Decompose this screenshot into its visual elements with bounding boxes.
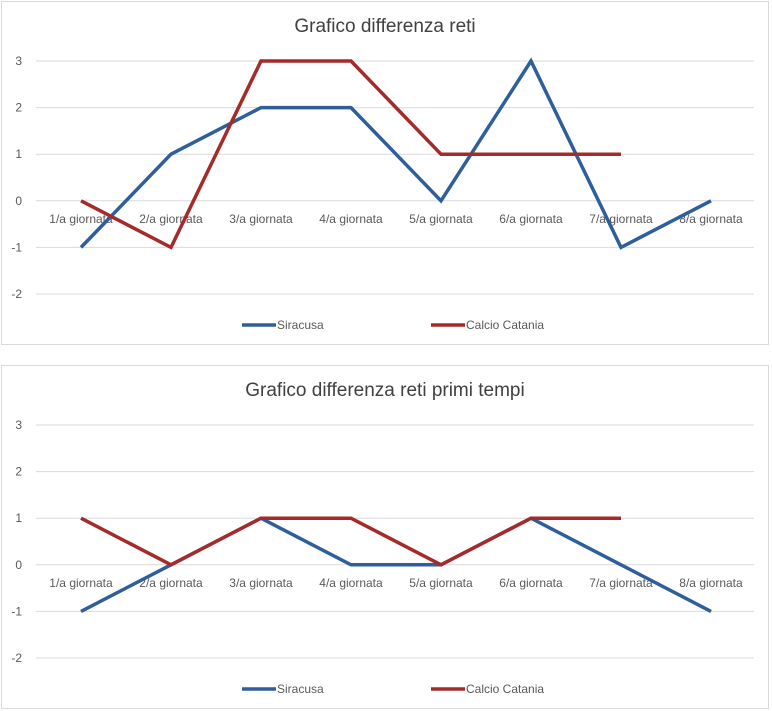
legend-label: Calcio Catania (466, 318, 544, 332)
x-tick-label: 5/a giornata (409, 576, 473, 590)
y-tick-label: -1 (11, 604, 22, 618)
y-tick-label: -1 (11, 240, 22, 254)
legend-label: Siracusa (277, 318, 324, 332)
x-tick-label: 1/a giornata (49, 212, 113, 226)
y-tick-label: 3 (15, 54, 22, 68)
y-tick-label: 1 (15, 511, 22, 525)
x-tick-label: 7/a giornata (589, 212, 653, 226)
x-tick-label: 5/a giornata (409, 212, 473, 226)
x-tick-label: 4/a giornata (319, 212, 383, 226)
chart-plot: 3 2 1 0 -1 -2 1/a giornata 2/a giornata 3/a gior… (11, 54, 754, 332)
x-tick-label: 4/a giornata (319, 576, 383, 590)
legend-label: Siracusa (277, 682, 324, 696)
chart-title: Grafico differenza reti (294, 16, 476, 37)
series-line-catania (80, 59, 621, 250)
x-tick-label: 8/a giornata (679, 212, 743, 226)
y-tick-label: 2 (15, 465, 22, 479)
chart-goal-difference: Grafico differenza reti 3 2 1 0 -1 -2 1/a gior… (1, 1, 769, 345)
x-tick-label: 2/a giornata (139, 212, 203, 226)
y-tick-label: 0 (15, 194, 22, 208)
x-tick-label: 8/a giornata (679, 576, 743, 590)
x-tick-label: 6/a giornata (499, 212, 563, 226)
legend-label: Calcio Catania (466, 682, 544, 696)
y-tick-label: 0 (15, 558, 22, 572)
series-line-catania (80, 516, 621, 567)
y-tick-label: 3 (15, 418, 22, 432)
x-tick-label: 3/a giornata (229, 576, 293, 590)
x-tick-label: 7/a giornata (589, 576, 653, 590)
x-tick-label: 6/a giornata (499, 576, 563, 590)
chart-title: Grafico differenza reti primi tempi (245, 380, 525, 401)
y-tick-label: 2 (15, 101, 22, 115)
y-tick-label: 1 (15, 147, 22, 161)
chart-first-half-goal-difference: Grafico differenza reti primi tempi 3 2 1 0… (1, 365, 769, 709)
x-tick-label: 2/a giornata (139, 576, 203, 590)
y-tick-label: -2 (11, 651, 22, 665)
x-tick-label: 3/a giornata (229, 212, 293, 226)
chart-plot: 3 2 1 0 -1 -2 1/a giornata 2/a giornata 3/a gior… (11, 418, 754, 696)
y-tick-label: -2 (11, 287, 22, 301)
x-tick-label: 1/a giornata (49, 576, 113, 590)
series-line-siracusa (79, 57, 712, 250)
